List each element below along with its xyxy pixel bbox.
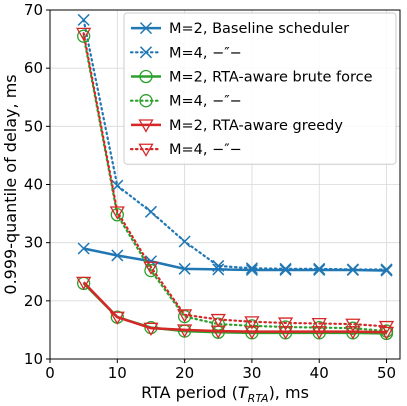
- y-tick-label: 60: [24, 59, 43, 77]
- legend-item: M=2, RTA-aware greedy: [131, 118, 343, 134]
- data-point-triangle-marker: [109, 311, 125, 325]
- x-tick-label: 50: [377, 364, 396, 382]
- data-point-circle-marker: [110, 208, 124, 222]
- data-point-circle-marker: [139, 94, 153, 108]
- data-point-x-marker: [178, 235, 191, 248]
- y-tick-label: 20: [24, 292, 43, 310]
- data-point-triangle-marker: [76, 27, 92, 42]
- data-point-x-marker: [346, 263, 359, 276]
- data-point-triangle-marker: [109, 206, 125, 220]
- data-point-triangle-marker: [76, 276, 92, 291]
- data-point-triangle-marker: [244, 326, 260, 340]
- series-4: [76, 276, 395, 341]
- data-point-x-marker: [139, 46, 153, 59]
- series-line: [82, 18, 388, 271]
- data-point-x-marker: [139, 22, 153, 35]
- legend-label: M=2, RTA-aware greedy: [169, 118, 343, 134]
- y-tick-label: 50: [24, 117, 43, 135]
- data-point-triangle-marker: [345, 326, 361, 340]
- legend-item: M=2, RTA-aware brute force: [131, 70, 373, 86]
- data-point-triangle-marker: [138, 143, 154, 157]
- data-point-x-marker: [77, 242, 90, 255]
- series-line: [82, 281, 387, 334]
- series-5: [76, 27, 395, 335]
- x-tick-label: 30: [242, 364, 261, 382]
- data-point-x-marker: [380, 263, 393, 276]
- data-point-circle-marker: [139, 69, 153, 84]
- data-point-triangle-marker: [244, 316, 260, 330]
- x-tick-label: 20: [175, 364, 194, 382]
- data-point-triangle-marker: [378, 320, 395, 335]
- legend-item: M=4, −″−: [129, 142, 242, 158]
- legend-item: M=4, −″−: [129, 94, 242, 110]
- data-point-triangle-marker: [143, 261, 159, 275]
- legend-label: M=4, −″−: [169, 142, 242, 158]
- x-axis-label-t: T: [238, 383, 249, 402]
- series-2: [77, 276, 394, 341]
- data-point-x-marker: [178, 262, 191, 275]
- data-point-triangle-marker: [176, 324, 193, 338]
- series-0: [77, 242, 393, 277]
- legend-label: M=2, RTA-aware brute force: [169, 70, 373, 86]
- data-point-x-marker: [77, 13, 90, 26]
- data-point-circle-marker: [77, 29, 91, 43]
- series-line: [82, 35, 388, 333]
- data-point-x-marker: [212, 259, 225, 272]
- data-point-triangle-marker: [176, 309, 193, 323]
- data-point-x-marker: [245, 262, 258, 275]
- data-point-circle-marker: [144, 263, 158, 278]
- y-tick-label: 10: [24, 350, 43, 368]
- data-point-triangle-marker: [311, 326, 327, 340]
- x-axis-label: RTA period (TRTA), ms: [141, 383, 309, 405]
- data-point-x-marker: [144, 205, 157, 218]
- legend-label: M=4, −″−: [169, 94, 242, 110]
- data-point-triangle-marker: [277, 317, 294, 331]
- data-point-triangle-marker: [277, 326, 294, 340]
- y-tick-label: 70: [24, 1, 43, 19]
- data-point-x-marker: [279, 263, 292, 277]
- data-point-triangle-marker: [210, 313, 226, 328]
- legend-item: M=2, Baseline scheduler: [131, 21, 349, 37]
- data-point-triangle-marker: [143, 322, 159, 336]
- data-point-x-marker: [313, 263, 326, 277]
- legend-item: M=4, −″−: [129, 45, 242, 61]
- x-axis-label-end: ), ms: [269, 383, 309, 402]
- legend: M=2, Baseline scheduler M=4, −″− M=2, RTA-…: [123, 12, 397, 165]
- x-tick-label: 10: [108, 364, 127, 382]
- x-axis-label-sub: RTA: [248, 392, 269, 405]
- series-line: [82, 32, 388, 328]
- legend-label: M=2, Baseline scheduler: [169, 21, 349, 37]
- y-tick-label: 40: [24, 176, 43, 194]
- x-tick-label: 0: [45, 364, 55, 382]
- data-point-x-marker: [245, 263, 258, 277]
- y-tick-label: 30: [24, 234, 43, 252]
- data-point-x-marker: [111, 179, 124, 192]
- data-point-triangle-marker: [378, 326, 395, 341]
- series-layer: [76, 13, 395, 341]
- x-tick-label: 40: [310, 364, 329, 382]
- legend-label: M=4, −″−: [169, 45, 242, 61]
- legend-box: [123, 12, 397, 165]
- data-point-x-marker: [111, 249, 124, 262]
- data-point-triangle-marker: [311, 317, 327, 332]
- x-axis-label-main: RTA period (: [141, 383, 238, 402]
- data-point-x-marker: [380, 264, 393, 277]
- series-1: [77, 13, 393, 276]
- data-point-x-marker: [313, 262, 326, 275]
- y-axis-label: 0.999-quantile of delay, ms: [1, 74, 20, 294]
- data-point-triangle-marker: [138, 119, 154, 133]
- data-point-triangle-marker: [345, 318, 361, 332]
- data-point-x-marker: [279, 262, 292, 275]
